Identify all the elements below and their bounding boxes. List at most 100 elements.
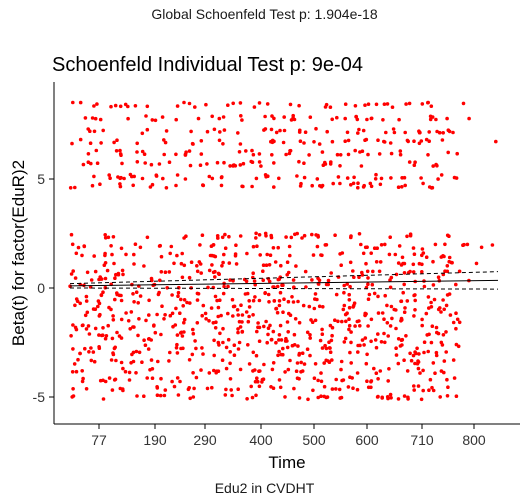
residual-point <box>263 291 267 296</box>
residual-point <box>241 161 246 166</box>
x-axis-title: Time <box>268 453 305 472</box>
residual-point <box>190 352 195 357</box>
residual-point <box>226 284 230 289</box>
residual-point <box>366 282 370 287</box>
residual-point <box>345 282 350 286</box>
residual-point <box>372 246 377 250</box>
residual-point <box>277 303 282 308</box>
residual-point <box>84 294 89 299</box>
residual-point <box>350 376 355 380</box>
residual-point <box>389 396 393 400</box>
residual-point <box>101 397 106 401</box>
residual-point <box>119 153 123 157</box>
residual-point <box>425 333 430 337</box>
residual-point <box>302 233 307 238</box>
residual-point <box>400 337 405 342</box>
residual-point <box>103 236 108 240</box>
residual-point <box>140 176 145 181</box>
residual-point <box>479 245 484 250</box>
residual-point <box>308 353 312 358</box>
residual-point <box>412 252 417 256</box>
residual-point <box>121 388 125 393</box>
x-tick-label: 500 <box>302 432 326 448</box>
residual-point <box>342 290 346 295</box>
residual-point <box>174 183 178 188</box>
residual-point <box>432 297 437 302</box>
residual-point <box>161 176 165 181</box>
residual-point <box>402 175 407 180</box>
residual-point <box>156 292 161 297</box>
residual-point <box>286 330 291 334</box>
residual-point <box>396 261 401 265</box>
residual-point <box>251 152 256 157</box>
residual-point <box>213 326 218 330</box>
residual-point <box>170 311 175 316</box>
residual-point <box>412 388 417 392</box>
residual-point <box>107 305 111 310</box>
residual-point <box>129 310 134 314</box>
residual-point <box>250 184 254 189</box>
residual-point <box>254 376 259 381</box>
residual-point <box>101 290 105 295</box>
residual-point <box>195 321 200 325</box>
residual-point <box>188 301 192 305</box>
residual-point <box>85 310 90 315</box>
residual-point <box>232 304 237 309</box>
residual-point <box>124 311 128 315</box>
residual-point <box>401 290 406 295</box>
residual-point <box>339 359 344 364</box>
residual-point <box>168 313 173 318</box>
residual-point <box>303 269 308 274</box>
residual-point <box>89 346 93 350</box>
residual-point <box>326 278 331 283</box>
residual-point <box>356 350 360 354</box>
residual-point <box>374 345 379 350</box>
residual-point <box>441 333 446 337</box>
residual-point <box>213 294 218 299</box>
residual-point <box>369 317 374 322</box>
residual-point <box>279 263 283 268</box>
residual-point <box>330 325 335 330</box>
residual-point <box>250 395 255 400</box>
residual-point <box>238 325 243 329</box>
residual-point <box>113 345 117 350</box>
residual-point <box>437 130 442 135</box>
residual-point <box>254 236 258 240</box>
residual-point <box>352 175 356 180</box>
residual-point <box>244 279 249 284</box>
residual-point <box>76 357 80 362</box>
residual-point <box>220 264 224 268</box>
residual-point <box>119 298 124 303</box>
residual-point <box>412 314 416 318</box>
residual-point <box>286 270 291 275</box>
residual-point <box>313 362 318 366</box>
residual-point <box>445 293 450 297</box>
residual-point <box>421 368 425 373</box>
residual-point <box>355 117 360 122</box>
residual-point <box>181 304 185 308</box>
residual-point <box>269 127 274 132</box>
residual-point <box>78 351 82 356</box>
residual-point <box>255 244 259 248</box>
residual-point <box>347 305 352 310</box>
residual-point <box>431 259 435 264</box>
residual-point <box>341 378 346 382</box>
residual-point <box>403 130 408 135</box>
residual-point <box>405 369 410 373</box>
residual-point <box>443 242 447 247</box>
residual-point <box>444 330 448 334</box>
residual-point <box>143 343 148 348</box>
residual-point <box>274 130 279 135</box>
residual-point <box>101 128 105 133</box>
residual-point <box>366 102 371 106</box>
residual-point <box>330 139 335 144</box>
residual-point <box>70 141 74 146</box>
residual-point <box>143 161 147 165</box>
residual-point <box>95 161 100 165</box>
residual-point <box>106 235 111 240</box>
residual-point <box>276 245 281 250</box>
residual-point <box>357 319 361 323</box>
residual-point <box>138 294 143 298</box>
residual-point <box>83 346 87 351</box>
residual-point <box>251 244 256 249</box>
